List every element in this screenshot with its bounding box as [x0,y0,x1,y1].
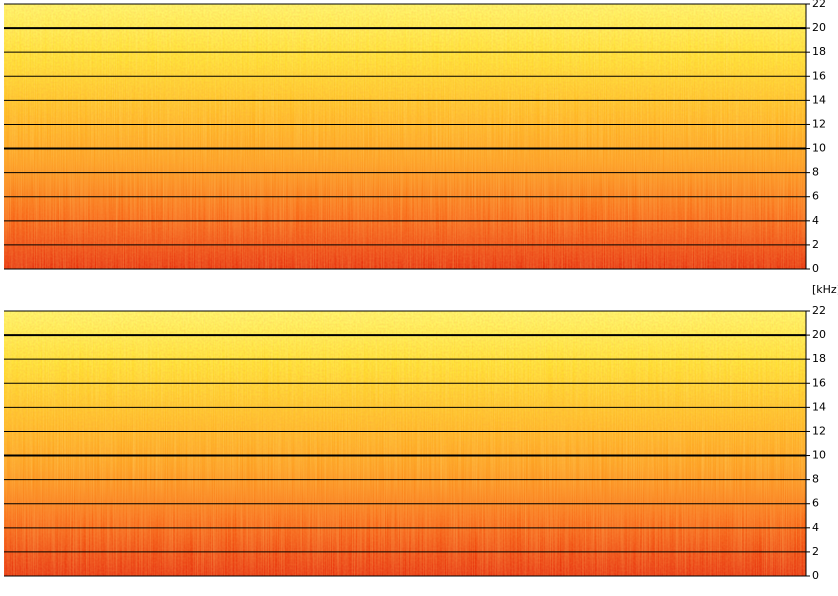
y-tick-label: 22 [812,0,826,10]
y-tick-label: 8 [812,166,819,179]
y-tick-label: 2 [812,545,819,558]
y-tick-label: 14 [812,93,826,106]
y-tick-label: 4 [812,214,819,227]
y-tick-label: 6 [812,190,819,203]
spectrogram-texture [4,4,806,269]
y-tick-label: 12 [812,424,826,437]
y-tick-label: 10 [812,449,826,462]
y-tick-label: 20 [812,21,826,34]
y-tick-label: 8 [812,473,819,486]
y-axis-unit: [kHz] [812,283,838,296]
y-tick-label: 14 [812,400,826,413]
y-tick-label: 10 [812,142,826,155]
y-tick-label: 22 [812,304,826,317]
y-tick-label: 16 [812,376,826,389]
y-tick-label: 0 [812,569,819,582]
y-tick-label: 16 [812,69,826,82]
y-tick-label: 2 [812,238,819,251]
y-tick-label: 18 [812,352,826,365]
y-tick-label: 12 [812,117,826,130]
y-tick-label: 6 [812,497,819,510]
y-tick-label: 20 [812,328,826,341]
y-tick-label: 4 [812,521,819,534]
y-tick-label: 0 [812,262,819,275]
y-tick-label: 18 [812,45,826,58]
spectrogram-texture [4,311,806,576]
